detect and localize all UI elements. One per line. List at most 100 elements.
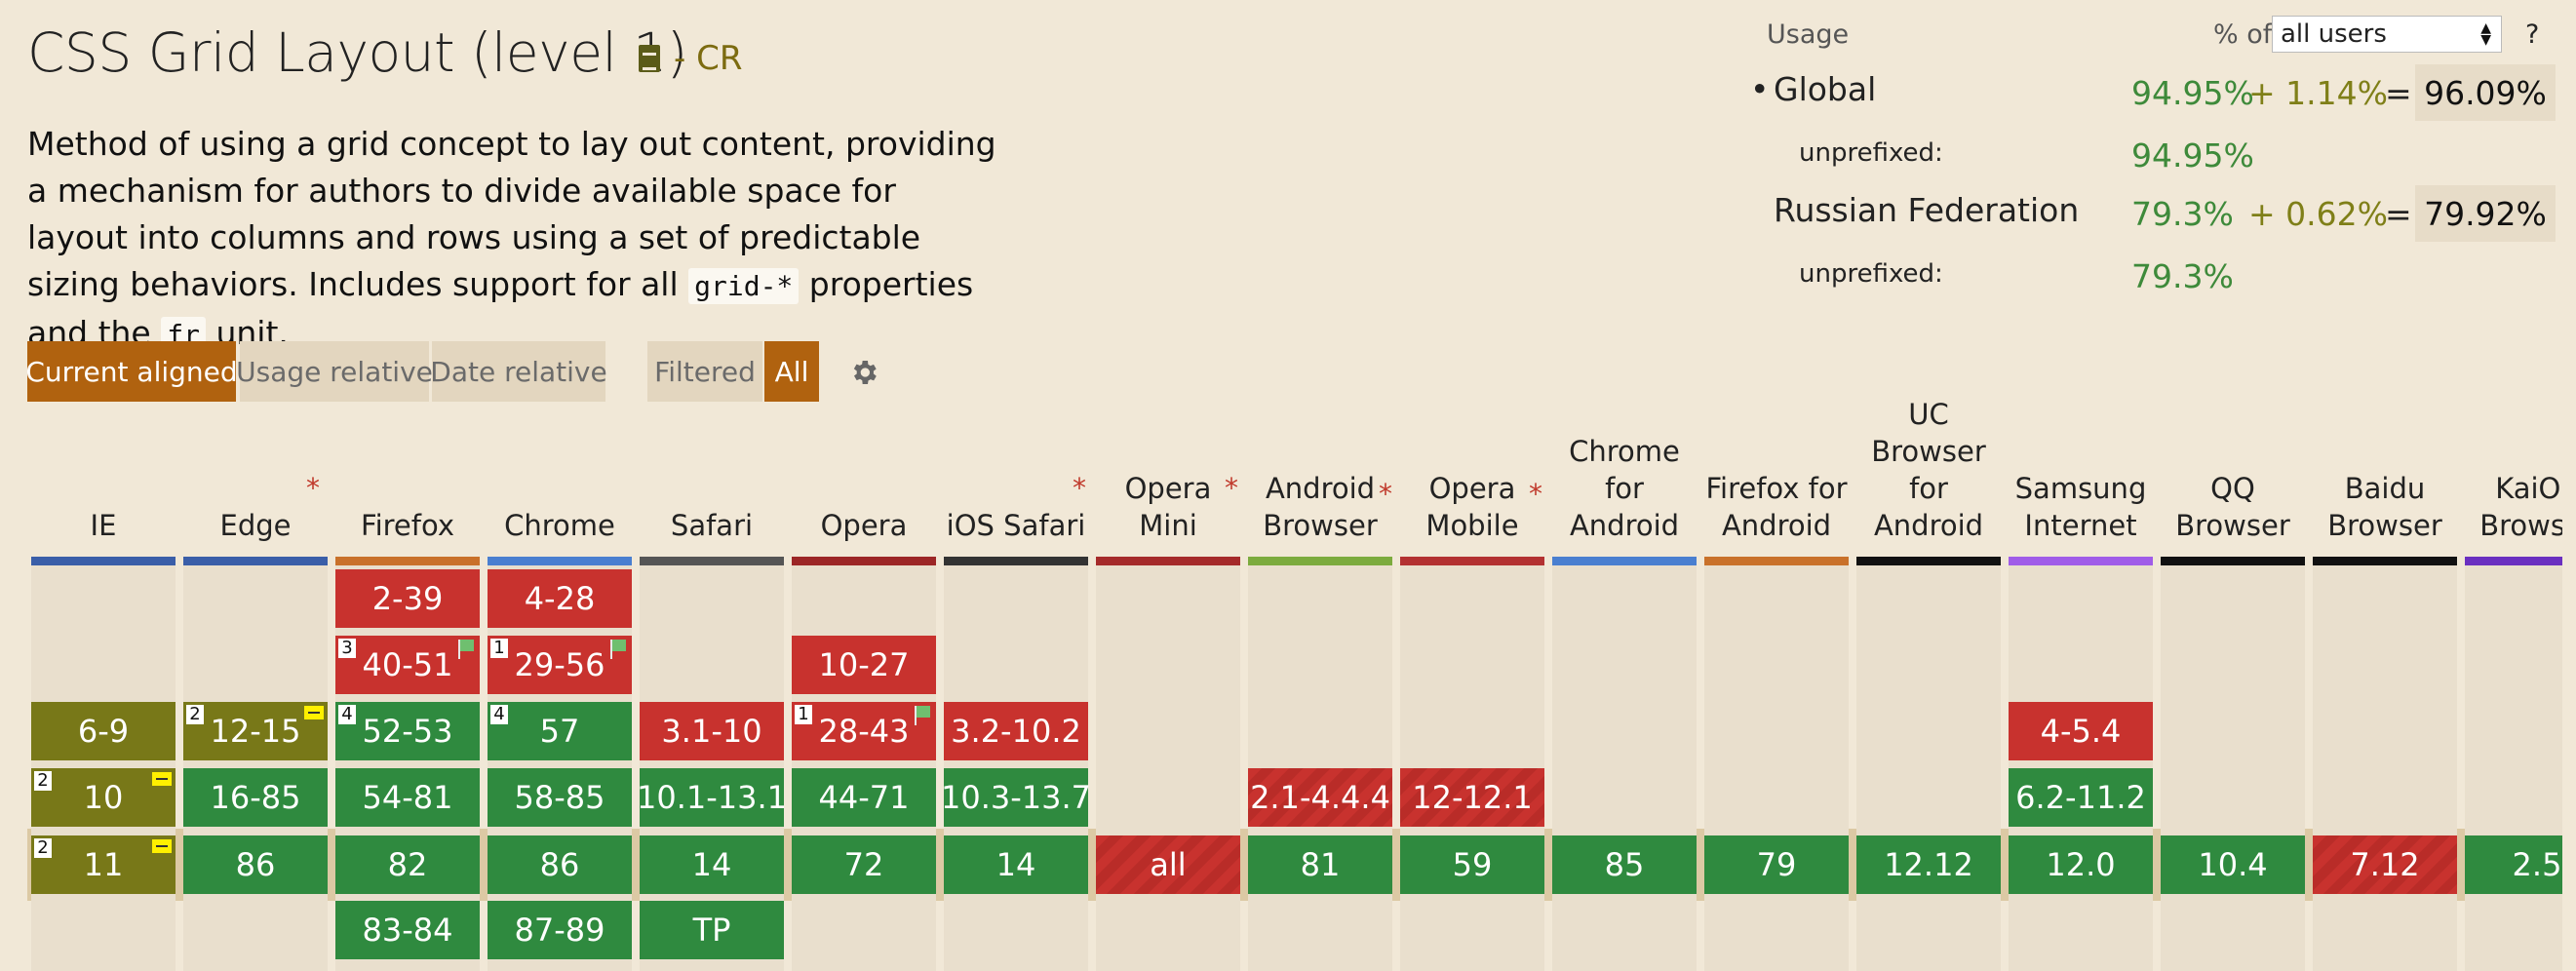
- support-cell-chrome-29-56[interactable]: 1 29-56: [488, 636, 632, 694]
- browser-bar-baidu: [2313, 557, 2457, 565]
- support-cell-safari-tp[interactable]: TP: [640, 901, 784, 959]
- support-cell-edge-86[interactable]: 86: [183, 835, 328, 894]
- support-cell-firefox-android-79[interactable]: 79: [1704, 835, 1849, 894]
- support-cell-android-2.1-4.4.4[interactable]: 2.1-4.4.4: [1248, 768, 1392, 827]
- browser-header-kaios: KaiOS Browser: [2479, 472, 2562, 542]
- browser-bar-opera-mini: [1096, 557, 1240, 565]
- support-cell-samsung-4-5.4[interactable]: 4-5.4: [2009, 702, 2153, 760]
- current-aligned-button[interactable]: Current aligned: [25, 341, 238, 402]
- browser-bar-firefox: [335, 557, 480, 565]
- support-cell-android-81[interactable]: 81: [1248, 835, 1392, 894]
- browser-bar-kaios: [2465, 557, 2562, 565]
- browser-header-ios-safari: iOS Safari *: [946, 472, 1086, 542]
- note-marker: 2: [186, 705, 204, 724]
- help-button[interactable]: ?: [2525, 19, 2540, 50]
- browser-header-ie: IE: [90, 509, 117, 542]
- support-cell-firefox-52-53[interactable]: 4 52-53: [335, 702, 480, 760]
- global-unprefixed: 94.95%: [2131, 136, 2254, 175]
- browser-bar-qq: [2161, 557, 2305, 565]
- global-supported: 94.95%: [2131, 74, 2254, 112]
- browser-header-qq: QQ Browser: [2175, 472, 2290, 542]
- global-bullet: •: [1750, 70, 1770, 108]
- support-cell-safari-10.1-13.1[interactable]: 10.1-13.1: [637, 768, 787, 827]
- note-marker: 4: [338, 705, 356, 724]
- browser-bar-edge: [183, 557, 328, 565]
- gear-icon[interactable]: [848, 357, 879, 388]
- column-chrome-android: [1552, 565, 1697, 971]
- note-marker: 3: [338, 639, 356, 658]
- browser-header-firefox-android: Firefox for Android: [1705, 472, 1848, 542]
- support-cell-opera-mobile-12-12.1[interactable]: 12-12.1: [1400, 768, 1544, 827]
- support-cell-opera-mobile-59[interactable]: 59: [1400, 835, 1544, 894]
- support-cell-firefox-54-81[interactable]: 54-81: [335, 768, 480, 827]
- note-marker: 2: [34, 771, 52, 791]
- support-cell-opera-10-27[interactable]: 10-27: [792, 636, 936, 694]
- browser-header-firefox: Firefox: [361, 509, 454, 542]
- note-marker: 2: [34, 838, 52, 858]
- support-cell-ie-10[interactable]: 2 10: [31, 768, 176, 827]
- support-cell-ios-10.3-13.7[interactable]: 10.3-13.7: [941, 768, 1091, 827]
- browser-header-samsung: Samsung Internet: [2014, 472, 2147, 542]
- global-unprefixed-label: unprefixed:: [1799, 138, 1943, 168]
- usage-relative-button[interactable]: Usage relative: [236, 341, 433, 402]
- support-cell-uc-12.12[interactable]: 12.12: [1856, 835, 2001, 894]
- date-relative-button[interactable]: Date relative: [430, 341, 607, 402]
- support-cell-safari-3.1-10[interactable]: 3.1-10: [640, 702, 784, 760]
- browser-bar-android-browser: [1248, 557, 1392, 565]
- all-button[interactable]: All: [764, 341, 819, 402]
- support-cell-firefox-2-39[interactable]: 2-39: [335, 569, 480, 628]
- global-total: 96.09%: [2415, 64, 2556, 121]
- note-marker: 1: [490, 639, 508, 658]
- support-cell-kaios-2.5[interactable]: 2.5: [2465, 835, 2562, 894]
- support-cell-qq-10.4[interactable]: 10.4: [2161, 835, 2305, 894]
- column-qq: [2161, 565, 2305, 971]
- support-cell-edge-16-85[interactable]: 16-85: [183, 768, 328, 827]
- support-cell-ios-3.2-10.2[interactable]: 3.2-10.2: [944, 702, 1088, 760]
- support-cell-opera-44-71[interactable]: 44-71: [792, 768, 936, 827]
- support-cell-opera-mini-all[interactable]: all: [1096, 835, 1240, 894]
- note-marker: 4: [490, 705, 508, 724]
- support-cell-firefox-82[interactable]: 82: [335, 835, 480, 894]
- user-scope-select[interactable]: all users ▲ ▼: [2272, 16, 2502, 53]
- global-label: Global: [1774, 70, 1877, 108]
- global-partial: + 1.14%: [2248, 74, 2388, 112]
- support-cell-ie-11[interactable]: 2 11: [31, 835, 176, 894]
- support-cell-samsung-6.2-11.2[interactable]: 6.2-11.2: [2009, 768, 2153, 827]
- support-cell-opera-72[interactable]: 72: [792, 835, 936, 894]
- support-cell-chrome-4-28[interactable]: 4-28: [488, 569, 632, 628]
- support-cell-chrome-57[interactable]: 4 57: [488, 702, 632, 760]
- user-scope-value: all users: [2281, 19, 2387, 49]
- support-cell-ie-6-9[interactable]: 6-9: [31, 702, 176, 760]
- flag-icon: [458, 640, 474, 659]
- filtered-button[interactable]: Filtered: [647, 341, 762, 402]
- support-cell-ios-14[interactable]: 14: [944, 835, 1088, 894]
- support-cell-firefox-83-84[interactable]: 83-84: [335, 901, 480, 959]
- support-cell-safari-14[interactable]: 14: [640, 835, 784, 894]
- support-cell-opera-28-43[interactable]: 1 28-43: [792, 702, 936, 760]
- browser-bar-ios-safari: [944, 557, 1088, 565]
- region-total: 79.92%: [2415, 185, 2556, 242]
- support-cell-edge-12-15[interactable]: 2 12-15: [183, 702, 328, 760]
- region-supported: 79.3%: [2131, 195, 2234, 233]
- browser-bar-opera-mobile: [1400, 557, 1544, 565]
- pct-of-label: % of: [2213, 19, 2273, 50]
- column-firefox-android: [1704, 565, 1849, 971]
- support-cell-firefox-40-51[interactable]: 3 40-51: [335, 636, 480, 694]
- prefix-flag-icon: [152, 839, 172, 853]
- browser-header-opera-mobile: Opera Mobile *: [1425, 472, 1542, 542]
- browser-header-chrome: Chrome: [504, 509, 615, 542]
- support-cell-samsung-12.0[interactable]: 12.0: [2009, 835, 2153, 894]
- browser-header-opera-mini: Opera Mini *: [1124, 472, 1238, 542]
- note-marker: 1: [795, 705, 812, 724]
- spec-status[interactable]: - CR: [639, 39, 742, 78]
- support-cell-chrome-87-89[interactable]: 87-89: [488, 901, 632, 959]
- support-cell-chrome-58-85[interactable]: 58-85: [488, 768, 632, 827]
- browser-header-opera: Opera: [820, 509, 908, 542]
- support-cell-chrome-android-85[interactable]: 85: [1552, 835, 1697, 894]
- browser-bar-safari: [640, 557, 784, 565]
- support-cell-baidu-7.12[interactable]: 7.12: [2313, 835, 2457, 894]
- prefix-flag-icon: [152, 772, 172, 786]
- browser-bar-samsung: [2009, 557, 2153, 565]
- support-cell-chrome-86[interactable]: 86: [488, 835, 632, 894]
